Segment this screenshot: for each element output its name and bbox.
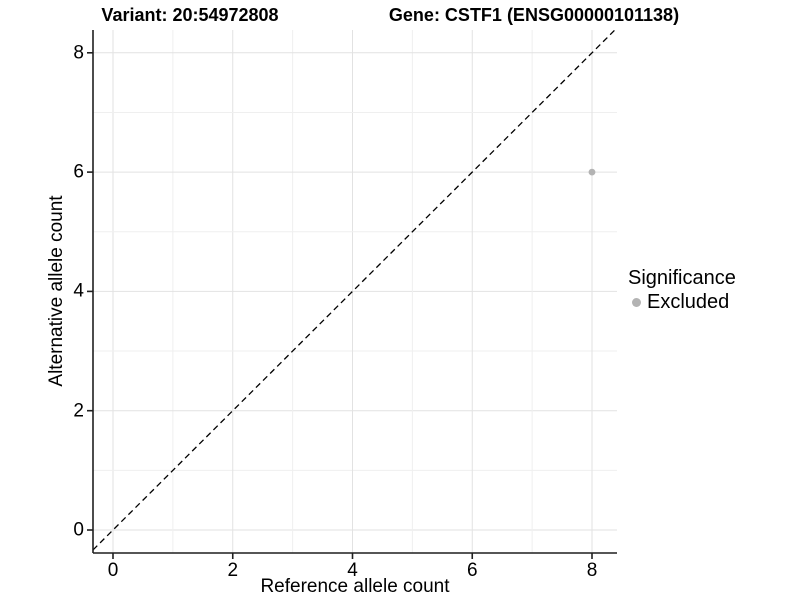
y-tick-label: 6: [73, 161, 84, 183]
x-axis-title: Reference allele count: [260, 576, 450, 597]
excluded-marker-icon: [632, 297, 641, 307]
y-tick-label: 2: [73, 400, 84, 422]
legend-entry-excluded: Excluded: [628, 291, 736, 313]
gene-title: Gene: CSTF1 (ENSG00000101138): [388, 5, 680, 25]
x-tick-label: 0: [107, 560, 119, 581]
legend-title: Significance: [628, 267, 736, 289]
legend-entry-label: Excluded: [647, 291, 730, 313]
identity-dashed-line: [92, 29, 616, 551]
x-tick-label: 6: [466, 560, 478, 581]
y-axis-title: Alternative allele count: [46, 195, 67, 387]
x-tick-label: 8: [586, 560, 598, 581]
data-point: [588, 168, 596, 176]
y-tick-label: 4: [73, 280, 84, 302]
x-tick-label: 4: [347, 560, 358, 581]
y-tick-label: 0: [73, 519, 84, 541]
x-tick-label: 2: [227, 560, 239, 581]
legend: Significance Excluded: [628, 267, 736, 313]
variant-title: Variant: 20:54972808: [101, 5, 279, 25]
y-tick-label: 8: [73, 42, 84, 64]
